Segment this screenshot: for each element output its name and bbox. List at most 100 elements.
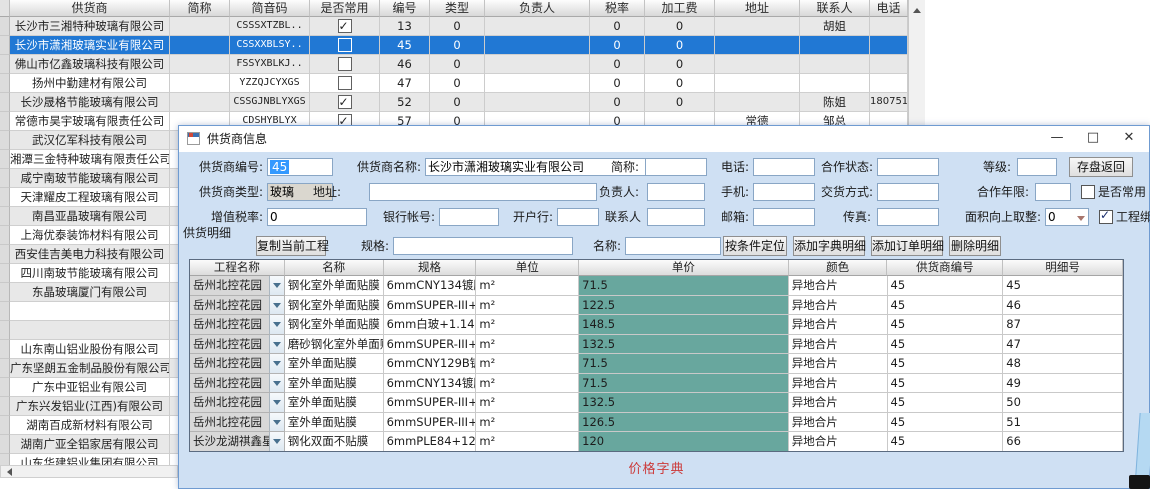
supplier-row[interactable]: 长沙晟格节能玻璃有限公司CSSGJNBLYXGS52000陈姐180751	[0, 93, 908, 112]
delete-detail-button[interactable]: 删除明细	[949, 236, 1001, 256]
row-header[interactable]	[0, 378, 10, 397]
color-cell[interactable]: 异地合片	[788, 393, 888, 413]
name-cell[interactable]: 钢化室外单面贴膜	[284, 295, 384, 315]
row-header[interactable]	[0, 226, 10, 245]
detail-column-header[interactable]: 明细号	[1003, 260, 1123, 276]
detail-no-cell[interactable]: 46	[1003, 295, 1123, 315]
detail-no-cell[interactable]: 50	[1003, 393, 1123, 413]
color-cell[interactable]: 异地合片	[788, 432, 888, 451]
add-order-detail-button[interactable]: 添加订单明细	[871, 236, 944, 256]
supplier-no-cell[interactable]: 45	[887, 393, 1004, 413]
column-header-leader[interactable]: 负责人	[485, 0, 590, 17]
supplier-no-cell[interactable]: 45	[887, 315, 1004, 335]
round-up-select[interactable]: 0	[1045, 208, 1089, 226]
price-cell[interactable]: 122.5	[579, 295, 789, 315]
chevron-down-icon[interactable]	[268, 354, 284, 373]
column-header-addr[interactable]: 地址	[715, 0, 800, 17]
price-cell[interactable]: 126.5	[579, 412, 789, 432]
supplier-row[interactable]: 扬州中勤建材有限公司 YZZQJCYXGS 47 0 0 0	[0, 74, 908, 93]
supplier-type-input[interactable]: 玻璃	[267, 183, 333, 201]
supplier-row[interactable]: 佛山市亿鑫玻璃科技有限公司 FSSYXBLKJ.. 46 0 0 0	[0, 55, 908, 74]
phone-input[interactable]	[753, 158, 815, 176]
project-combo[interactable]: 岳州北控花园	[190, 373, 285, 393]
unit-cell[interactable]: m²	[476, 393, 580, 413]
detail-no-cell[interactable]: 45	[1003, 276, 1123, 296]
column-header-id[interactable]: 编号	[380, 0, 430, 17]
row-header[interactable]	[0, 359, 10, 378]
row-header[interactable]	[0, 36, 10, 55]
price-cell[interactable]: 71.5	[579, 373, 789, 393]
supplier-no-cell[interactable]: 45	[887, 334, 1004, 354]
locate-by-condition-button[interactable]: 按条件定位	[723, 236, 787, 256]
chevron-down-icon[interactable]	[268, 393, 284, 412]
detail-column-header[interactable]: 规格	[383, 260, 477, 276]
delivery-input[interactable]	[877, 183, 939, 201]
common-use-checkbox[interactable]	[1081, 185, 1095, 199]
detail-column-header[interactable]: 单价	[579, 260, 789, 276]
common-use-checkbox[interactable]	[337, 112, 352, 130]
spec-cell[interactable]: 6mmSUPER-III+12A(硅...	[383, 334, 477, 354]
row-header[interactable]	[0, 245, 10, 264]
column-header-phone[interactable]: 电话	[870, 0, 908, 17]
row-header[interactable]	[0, 188, 10, 207]
copy-current-project-button[interactable]: 复制当前工程	[256, 236, 329, 256]
detail-row[interactable]: 岳州北控花园 磨砂钢化室外单面贴膜6mmSUPER-III+12A(硅...m²1…	[190, 334, 1123, 354]
leader-input[interactable]	[647, 183, 705, 201]
supplier-name-input[interactable]: 长沙市潇湘玻璃实业有限公司	[425, 158, 675, 176]
minimize-button[interactable]: —	[1050, 130, 1064, 145]
column-header-code[interactable]: 简音码	[230, 0, 310, 17]
row-header[interactable]	[0, 207, 10, 226]
unit-cell[interactable]: m²	[476, 295, 580, 315]
supplier-no-cell[interactable]: 45	[887, 276, 1004, 296]
row-header[interactable]	[0, 340, 10, 359]
project-combo[interactable]: 岳州北控花园	[190, 354, 285, 374]
chevron-down-icon[interactable]	[268, 295, 284, 314]
price-cell[interactable]: 71.5	[579, 276, 789, 296]
project-combo[interactable]: 岳州北控花园	[190, 276, 285, 296]
chevron-down-icon[interactable]	[268, 373, 284, 392]
scroll-up-icon[interactable]	[913, 4, 921, 13]
row-header[interactable]	[0, 55, 10, 74]
fax-input[interactable]	[877, 208, 939, 226]
spec-cell[interactable]: 6mmSUPER-III+12A(硅...	[383, 295, 477, 315]
color-cell[interactable]: 异地合片	[788, 276, 888, 296]
coop-status-input[interactable]	[877, 158, 939, 176]
bank-input[interactable]	[557, 208, 599, 226]
name-cell[interactable]: 钢化室外单面贴膜	[284, 315, 384, 335]
vat-input[interactable]: 0	[267, 208, 367, 226]
name-cell[interactable]: 室外单面贴膜	[284, 354, 384, 374]
chevron-down-icon[interactable]	[268, 432, 284, 451]
color-cell[interactable]: 异地合片	[788, 295, 888, 315]
chevron-down-icon[interactable]	[268, 276, 284, 295]
detail-no-cell[interactable]: 48	[1003, 354, 1123, 374]
price-cell[interactable]: 132.5	[579, 334, 789, 354]
color-cell[interactable]: 异地合片	[788, 373, 888, 393]
supplier-no-cell[interactable]: 45	[887, 354, 1004, 374]
detail-no-cell[interactable]: 87	[1003, 315, 1123, 335]
supplier-no-cell[interactable]: 45	[887, 412, 1004, 432]
price-cell[interactable]: 148.5	[579, 315, 789, 335]
row-header[interactable]	[0, 112, 10, 131]
project-combo[interactable]: 岳州北控花园	[190, 315, 285, 335]
unit-cell[interactable]: m²	[476, 354, 580, 374]
name-cell[interactable]: 钢化双面不贴膜	[284, 432, 384, 451]
color-cell[interactable]: 异地合片	[788, 412, 888, 432]
row-header[interactable]	[0, 169, 10, 188]
row-header[interactable]	[0, 264, 10, 283]
row-header[interactable]	[0, 283, 10, 302]
supplier-no-input[interactable]: 45	[267, 158, 333, 176]
save-return-button[interactable]: 存盘返回	[1069, 157, 1133, 177]
detail-row[interactable]: 岳州北控花园 室外单面贴膜6mmSUPER-III+12A(硅...m²126.5…	[190, 412, 1123, 432]
project-combo[interactable]: 岳州北控花园	[190, 393, 285, 413]
spec-cell[interactable]: 6mm白玻+1.14PVB+6mm...	[383, 315, 477, 335]
close-button[interactable]: ✕	[1123, 130, 1135, 145]
unit-cell[interactable]: m²	[476, 315, 580, 335]
row-header[interactable]	[0, 74, 10, 93]
detail-column-header[interactable]: 供货商编号	[887, 260, 1004, 276]
unit-cell[interactable]: m²	[476, 412, 580, 432]
detail-no-cell[interactable]: 47	[1003, 334, 1123, 354]
column-header-fee[interactable]: 加工费	[645, 0, 715, 17]
color-cell[interactable]: 异地合片	[788, 334, 888, 354]
detail-column-header[interactable]: 名称	[284, 260, 384, 276]
